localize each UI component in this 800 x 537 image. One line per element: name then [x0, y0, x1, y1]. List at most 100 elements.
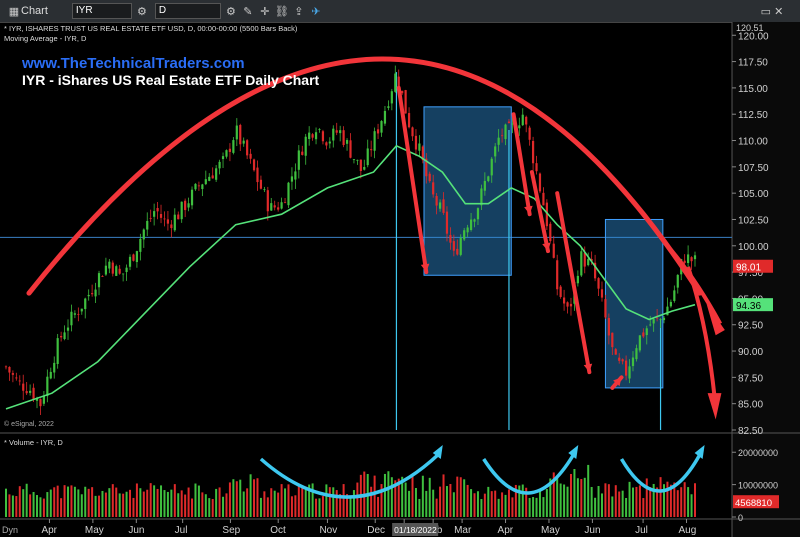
price-tick-label: 117.50	[738, 58, 768, 69]
volume-header: * Volume - IYR, D	[4, 438, 63, 447]
price-tick-label: 97.50	[738, 268, 763, 279]
candle-body	[683, 260, 686, 263]
candle-body	[259, 179, 263, 189]
symbol-search-icon[interactable]: ⚙	[136, 5, 147, 18]
price-tick-label: 87.50	[738, 373, 763, 384]
candle-body	[356, 159, 359, 161]
volume-bar	[590, 486, 593, 517]
candle-body	[432, 182, 435, 195]
candle-body	[139, 238, 142, 252]
candle-body	[397, 76, 400, 88]
candle-body	[22, 383, 25, 391]
interval-dropdown-icon[interactable]: ⚙	[225, 5, 236, 18]
candle-body	[538, 173, 542, 192]
candle-body	[297, 150, 300, 170]
volume-bar	[135, 483, 138, 517]
candle-body	[662, 317, 666, 321]
draw-pencil-icon[interactable]: ✎	[243, 5, 253, 18]
volume-bar	[676, 490, 679, 517]
volume-bar	[84, 486, 87, 517]
volume-bar	[521, 484, 524, 517]
candle-body	[380, 121, 383, 133]
candle-body	[504, 124, 507, 140]
candle-body	[428, 173, 431, 182]
candle-body	[118, 268, 121, 274]
down-arrow-head	[542, 242, 551, 252]
candle-body	[270, 203, 273, 211]
volume-bar	[504, 494, 507, 517]
chart-header-line2: Moving Average - IYR, D	[4, 34, 87, 43]
candle-body	[390, 91, 393, 104]
volume-bar	[404, 482, 407, 517]
candle-body	[597, 278, 600, 289]
volume-bar	[432, 489, 435, 517]
volume-bar	[373, 475, 376, 517]
volume-bar	[694, 483, 696, 517]
volume-bar	[659, 477, 662, 517]
price-chart[interactable]: 120.00 117.50 115.00 112.50 110.00 107.50 105.…	[0, 22, 800, 537]
candle-body	[625, 360, 628, 376]
share-icon[interactable]: ⇪	[294, 5, 304, 18]
volume-bar	[421, 475, 424, 517]
price-tick-label: 82.50	[738, 426, 763, 437]
interval-input[interactable]: D	[154, 3, 221, 19]
volume-bar	[46, 492, 49, 517]
volume-bar	[580, 479, 583, 517]
volume-bar	[662, 484, 665, 517]
candle-body	[94, 289, 97, 297]
volume-bar	[173, 484, 176, 517]
last-price-label: 98.01	[736, 263, 761, 274]
crosshair-icon[interactable]: ✛	[260, 5, 270, 18]
volume-bar	[98, 495, 101, 517]
candle-body	[631, 357, 635, 367]
volume-bar	[370, 486, 373, 517]
candle-body	[53, 362, 56, 373]
volume-bar	[215, 488, 218, 517]
candle-body	[332, 128, 335, 141]
candle-body	[218, 161, 221, 169]
candle-body	[473, 219, 476, 222]
down-arrow-head	[524, 205, 533, 215]
chart-menu-button[interactable]: ▦ Chart	[4, 3, 48, 19]
candle-body	[246, 140, 249, 156]
volume-arc	[620, 454, 702, 493]
volume-bar	[15, 496, 18, 517]
window-controls-icon[interactable]: ▭ ✕	[760, 5, 784, 18]
volume-bar	[452, 492, 455, 517]
volume-tick-label: 20000000	[738, 448, 778, 458]
volume-bar	[532, 497, 535, 517]
candle-body	[569, 303, 573, 307]
chart-title: IYR - iShares US Real Estate ETF Daily C…	[22, 72, 320, 88]
volume-bar	[253, 479, 256, 517]
candle-body	[77, 313, 80, 315]
volume-bar	[614, 485, 617, 517]
candle-body	[525, 116, 528, 125]
price-axis-panel	[732, 22, 800, 537]
volume-bar	[487, 486, 490, 517]
price-axis-top-label: 120.51	[736, 23, 764, 33]
volume-bar	[394, 480, 397, 517]
candle-body	[235, 125, 238, 140]
symbol-input[interactable]: IYR	[71, 3, 132, 19]
candle-body	[628, 366, 631, 379]
volume-bar	[149, 483, 152, 517]
volume-bar	[566, 486, 569, 517]
candle-body	[180, 201, 183, 220]
volume-bar	[287, 484, 290, 517]
candle-body	[542, 192, 545, 206]
candle-body	[108, 261, 111, 269]
candle-body	[166, 219, 170, 224]
twitter-icon[interactable]: ✈	[311, 5, 321, 18]
volume-bar	[656, 487, 659, 517]
candle-body	[91, 293, 94, 295]
link-icon[interactable]: ⛓	[274, 5, 289, 18]
volume-bar	[439, 486, 442, 517]
volume-tick-label: 10000000	[738, 481, 778, 491]
volume-bar	[514, 484, 517, 517]
candle-body	[325, 142, 328, 146]
candle-body	[435, 196, 438, 206]
candle-body	[97, 273, 101, 288]
down-arrow	[396, 85, 429, 275]
candle-body	[49, 371, 52, 379]
candle-body	[328, 141, 331, 144]
